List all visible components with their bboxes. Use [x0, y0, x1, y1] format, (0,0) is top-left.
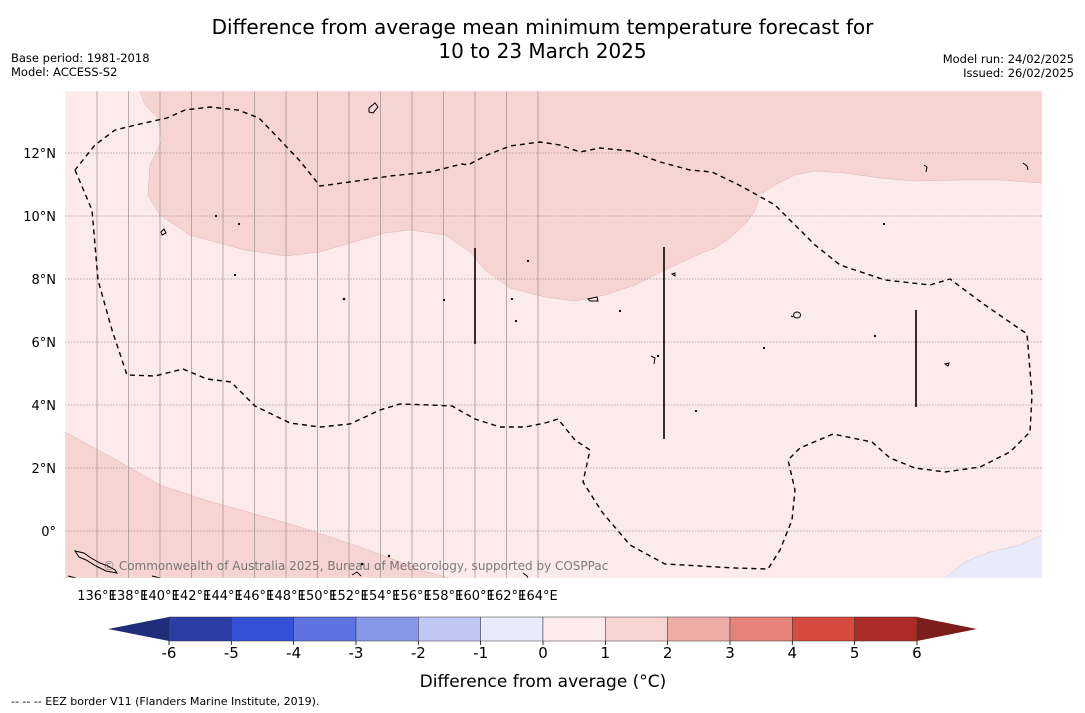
chart-title-line1: Difference from average mean minimum tem… — [211, 15, 874, 39]
model-text: Model: ACCESS-S2 — [11, 65, 118, 79]
latitude-labels: 12°N 10°N 8°N 6°N 4°N 2°N 0° — [23, 147, 56, 540]
colorbar-tick-labels: -6 -5 -4 -3 -2 -1 0 1 2 3 4 5 6 — [162, 641, 922, 662]
longitude-label: 156°E — [392, 589, 432, 604]
longitude-label: 162°E — [487, 589, 527, 604]
eez-footnote: -- -- -- EEZ border V11 (Flanders Marine… — [11, 695, 320, 708]
graticule — [65, 91, 1042, 578]
colorbar-tick-label: -4 — [286, 644, 301, 662]
colorbar-extend-high — [917, 617, 977, 641]
longitude-label: 146°E — [235, 589, 275, 604]
colorbar-tick-label: 5 — [850, 644, 860, 662]
latitude-label: 0° — [41, 525, 56, 540]
colorbar-segment — [480, 616, 544, 642]
latitude-label: 12°N — [23, 147, 56, 162]
colorbar-segment — [605, 616, 668, 642]
colorbar-segment — [729, 616, 793, 642]
colorbar: -6 -5 -4 -3 -2 -1 0 1 2 3 4 5 6 Difference from aver… — [108, 616, 977, 692]
latitude-label: 2°N — [32, 462, 57, 477]
colorbar-tick-label: -3 — [349, 644, 364, 662]
latitude-label: 10°N — [23, 210, 56, 225]
anomaly-1-to-2-region-north — [139, 91, 1042, 302]
colorbar-segment — [792, 616, 855, 642]
latitude-label: 6°N — [32, 336, 57, 351]
copyright-watermark: © Commonwealth of Australia 2025, Bureau… — [103, 559, 608, 573]
islands — [67, 102, 1029, 578]
colorbar-label: Difference from average (°C) — [420, 672, 667, 692]
colorbar-tick-label: -1 — [473, 644, 488, 662]
longitude-label: 158°E — [424, 589, 464, 604]
longitude-label: 140°E — [140, 589, 180, 604]
colorbar-tick-label: 4 — [788, 644, 798, 662]
colorbar-tick-label: -2 — [411, 644, 426, 662]
colorbar-tick-label: 1 — [601, 644, 611, 662]
eez-vertical-lines — [474, 247, 917, 439]
longitude-label: 136°E — [77, 589, 117, 604]
colorbar-segments — [168, 616, 918, 642]
longitude-label: 154°E — [361, 589, 401, 604]
map-area: © Commonwealth of Australia 2025, Bureau… — [65, 91, 1042, 578]
meta-left: Base period: 1981-2018 Model: ACCESS-S2 — [11, 51, 150, 79]
longitude-labels: 136°E138°E140°E142°E144°E146°E148°E150°E… — [77, 589, 558, 604]
longitude-label: 138°E — [109, 589, 149, 604]
anomaly-minus1-to-0-region — [944, 534, 1042, 578]
longitude-label: 142°E — [172, 589, 212, 604]
colorbar-tick-label: -6 — [162, 644, 177, 662]
longitude-label: 152°E — [329, 589, 369, 604]
colorbar-segment — [542, 616, 606, 642]
longitude-label: 148°E — [266, 589, 306, 604]
colorbar-tick-label: 6 — [912, 644, 922, 662]
colorbar-segment — [293, 616, 357, 642]
longitude-label: 160°E — [455, 589, 495, 604]
longitude-label: 144°E — [203, 589, 243, 604]
colorbar-segment — [355, 616, 419, 642]
longitude-label: 150°E — [298, 589, 338, 604]
colorbar-segment — [168, 616, 232, 642]
colorbar-tick-label: 3 — [725, 644, 735, 662]
latitude-label: 4°N — [32, 399, 57, 414]
colorbar-tick-label: 2 — [663, 644, 673, 662]
model-run-text: Model run: 24/02/2025 — [942, 52, 1074, 66]
colorbar-segment — [667, 616, 731, 642]
issued-text: Issued: 26/02/2025 — [963, 66, 1074, 80]
base-period-text: Base period: 1981-2018 — [11, 51, 150, 65]
longitude-label: 164°E — [518, 589, 558, 604]
colorbar-extend-low — [108, 617, 169, 641]
colorbar-segment — [418, 616, 481, 642]
latitude-label: 8°N — [32, 273, 57, 288]
meta-right: Model run: 24/02/2025 Issued: 26/02/2025 — [943, 52, 1074, 80]
chart-title-line2: 10 to 23 March 2025 — [438, 39, 647, 63]
colorbar-segment — [231, 616, 294, 642]
colorbar-tick-label: 0 — [538, 644, 548, 662]
anomaly-1-to-2-region-southwest — [65, 431, 451, 578]
colorbar-segment — [854, 616, 918, 642]
colorbar-tick-label: -5 — [224, 644, 239, 662]
